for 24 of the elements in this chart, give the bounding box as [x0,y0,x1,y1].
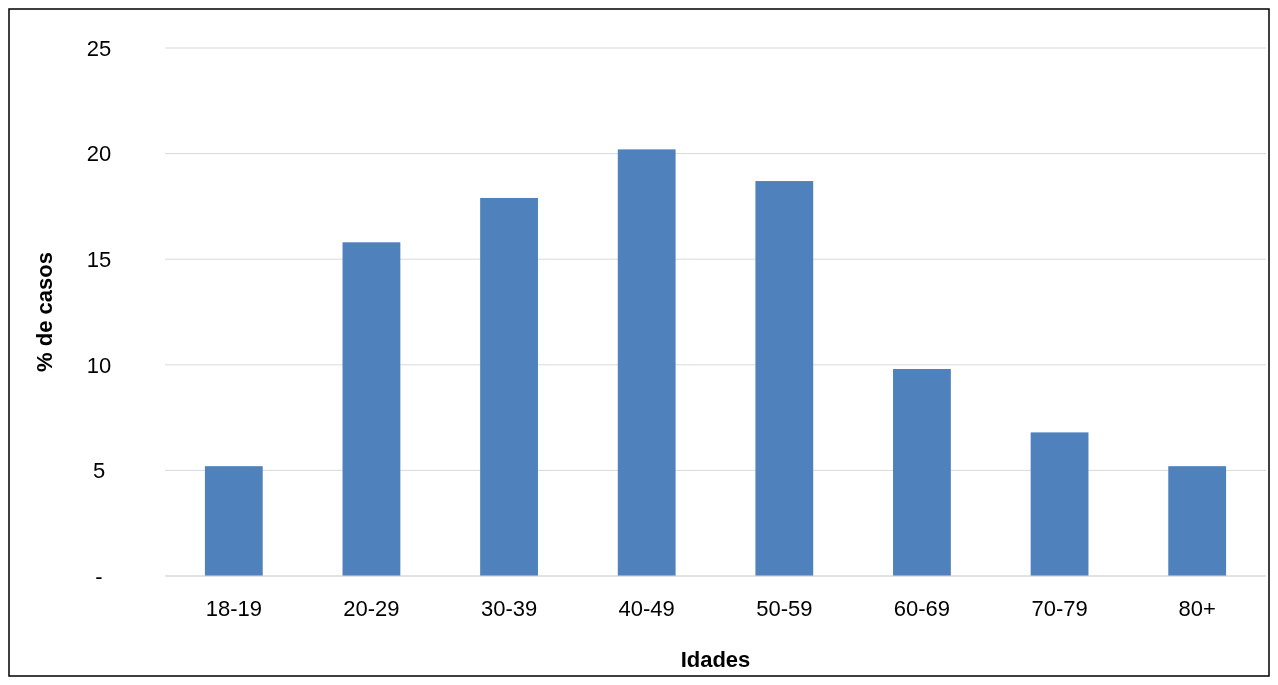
bar [617,149,676,576]
bar [1030,432,1089,576]
bar [1168,466,1227,576]
bar [893,369,951,576]
y-tick-label: 10 [86,352,112,378]
y-tick-label: 15 [86,246,112,272]
x-tick-label: 18-19 [205,596,262,621]
x-axis-title: Idades [680,647,751,672]
x-tick-label: 70-79 [1031,596,1088,621]
x-tick-label: 80+ [1178,596,1216,621]
x-tick-label: 40-49 [618,596,675,621]
x-tick-label: 20-29 [343,596,400,621]
bar [342,242,401,576]
bar [755,181,814,576]
x-tick-label: 30-39 [480,596,538,621]
x-tick-label: 60-69 [893,596,951,621]
y-tick-label: 20 [86,141,112,167]
x-tick-label: 50-59 [756,596,813,621]
y-tick-label: - [95,563,103,589]
bar [204,466,263,576]
bar [480,197,538,576]
y-tick-label: 5 [92,458,106,484]
y-axis-title: % de casos [32,252,57,372]
y-tick-label: 25 [86,35,112,61]
